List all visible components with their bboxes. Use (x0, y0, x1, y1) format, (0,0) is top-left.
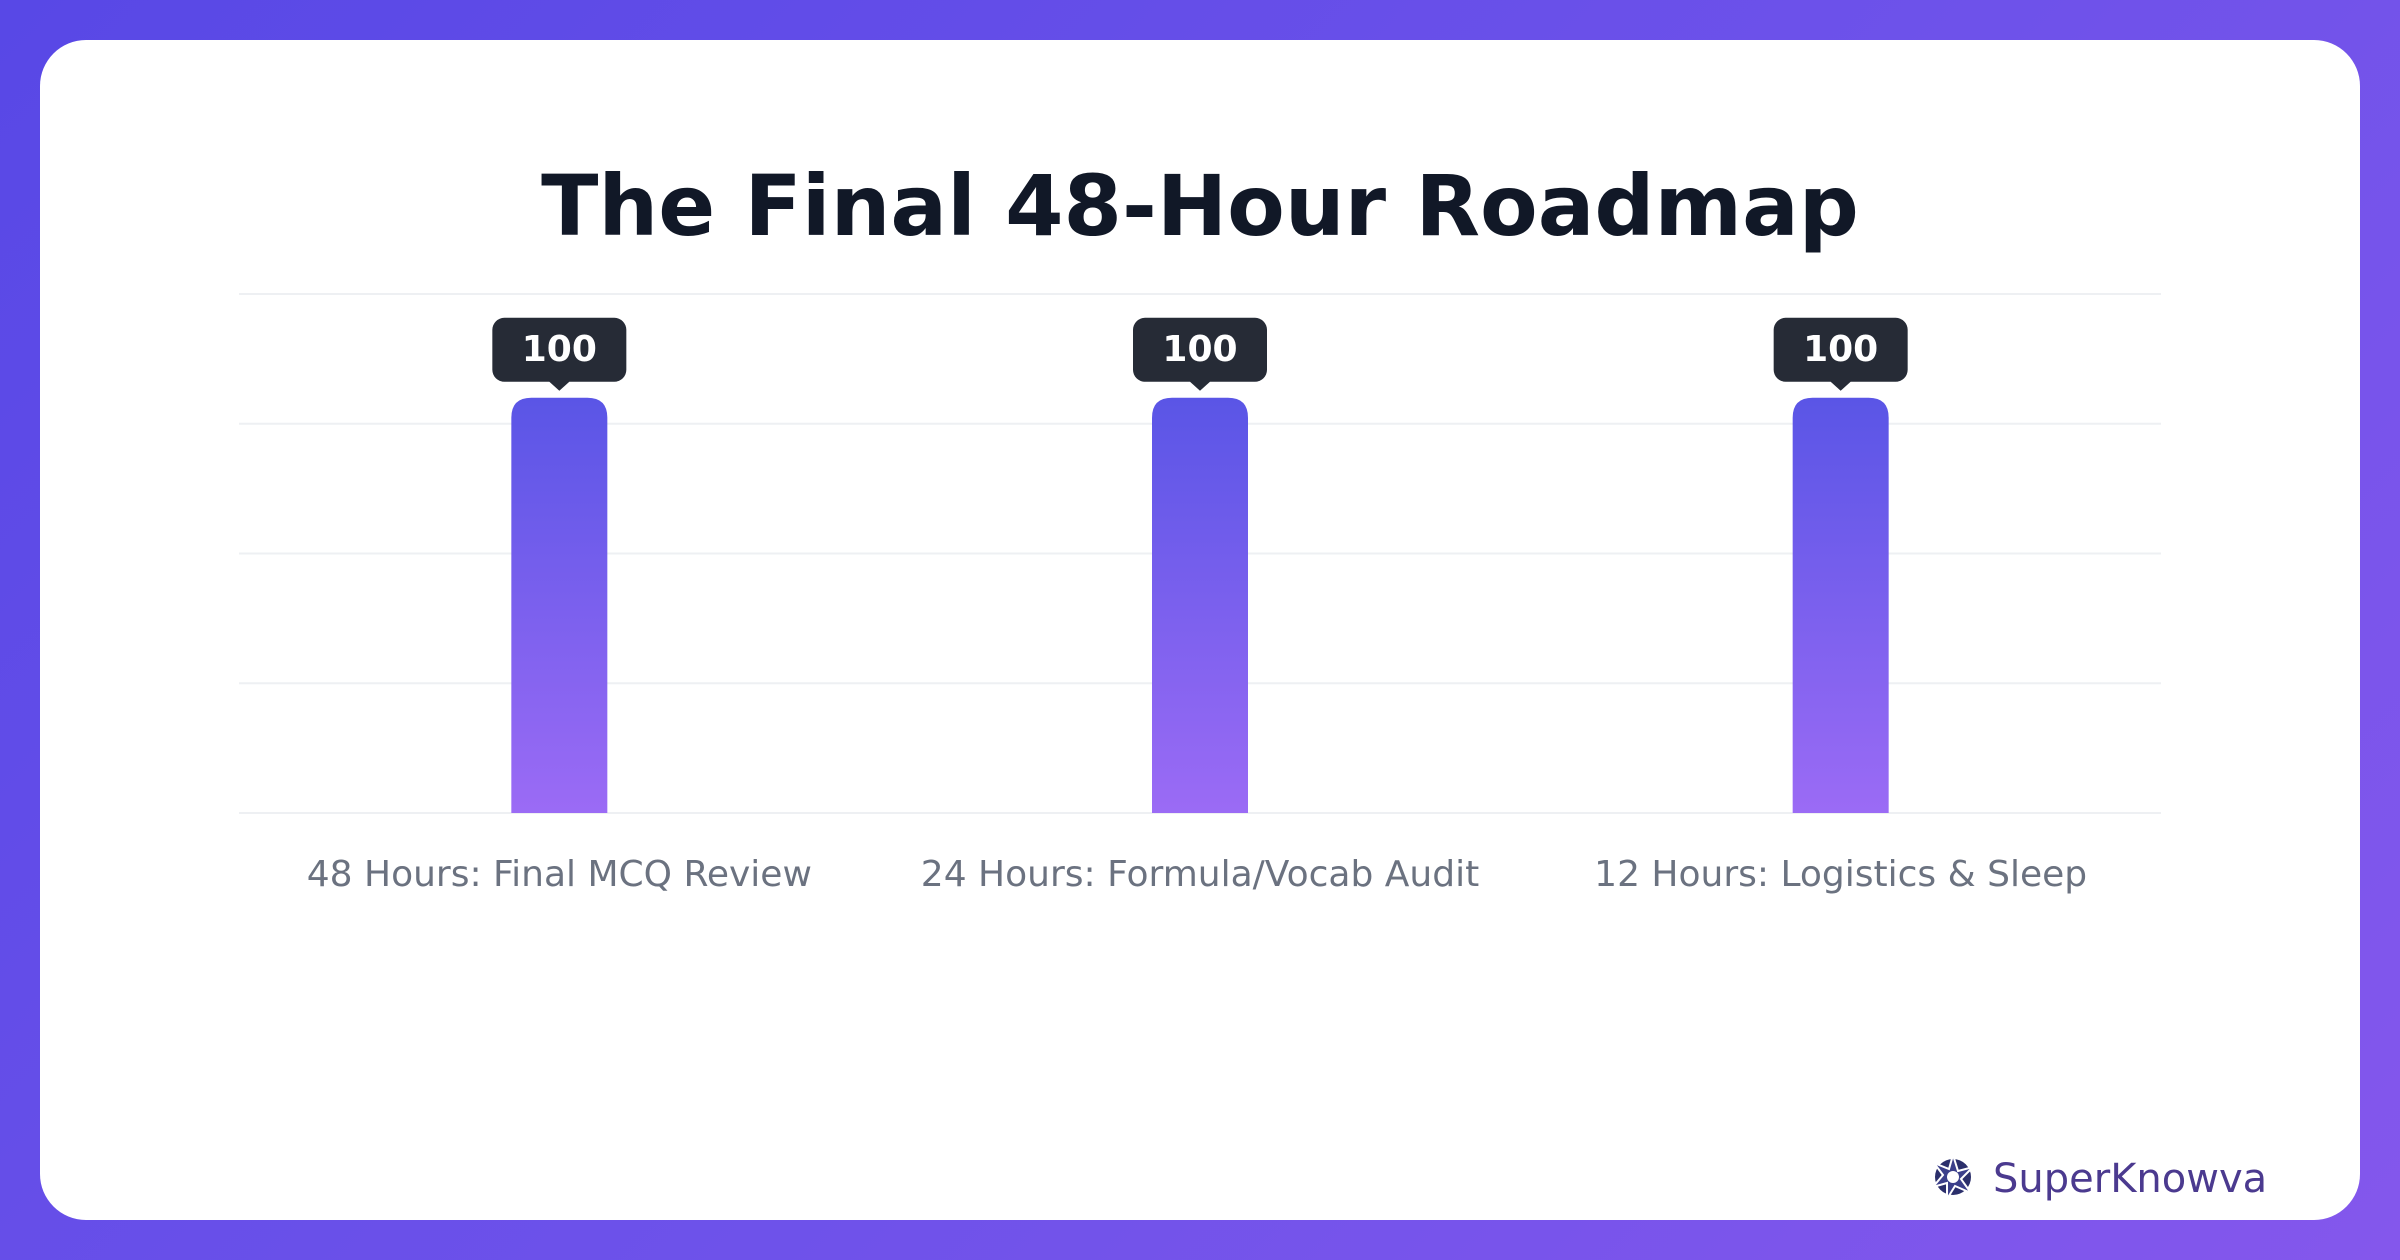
value-label: 100 (522, 329, 597, 370)
bar (511, 397, 608, 813)
bar (1152, 397, 1248, 813)
x-tick-label: 48 Hours: Final MCQ Review (307, 854, 812, 895)
value-label-box (492, 317, 627, 391)
value-label: 100 (1803, 329, 1878, 370)
bar (1792, 397, 1889, 813)
x-tick-label: 12 Hours: Logistics & Sleep (1594, 854, 2087, 895)
value-label-box (1133, 317, 1267, 391)
value-label: 100 (1162, 329, 1237, 370)
chart-title: The Final 48-Hour Roadmap (541, 157, 1859, 255)
value-label-box (1773, 317, 1908, 391)
brand-logo (1930, 1151, 1977, 1203)
x-tick-label: 24 Hours: Formula/Vocab Audit (921, 854, 1479, 895)
brand-name: SuperKnowva (1993, 1156, 2267, 1202)
